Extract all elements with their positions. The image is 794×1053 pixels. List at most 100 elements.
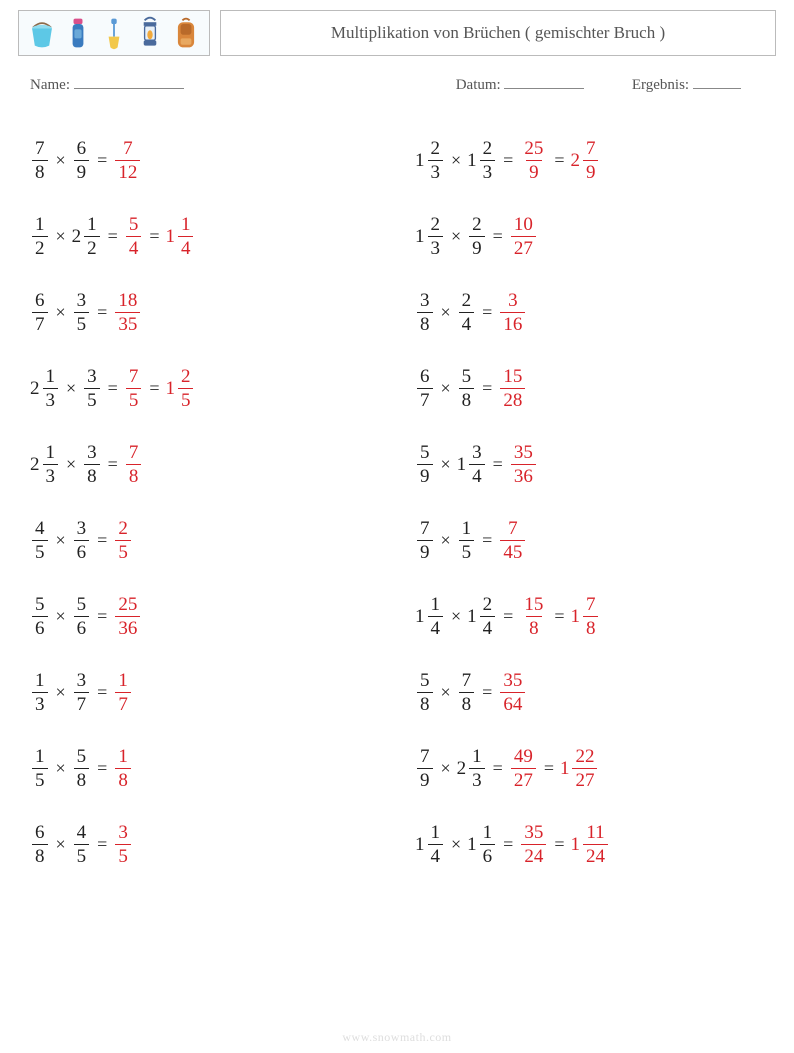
equals-sign: = xyxy=(482,302,492,323)
numerator: 25 xyxy=(115,595,140,616)
denominator: 9 xyxy=(417,464,433,486)
date-field: Datum: xyxy=(456,74,632,94)
denominator: 5 xyxy=(178,388,194,410)
denominator: 45 xyxy=(500,540,525,562)
numerator: 4 xyxy=(74,823,90,844)
numerator: 5 xyxy=(417,671,433,692)
numerator: 35 xyxy=(500,671,525,692)
denominator: 3 xyxy=(32,692,48,714)
fraction: 78 xyxy=(126,443,142,486)
whole-part: 1 xyxy=(467,607,477,626)
fraction: 56 xyxy=(32,595,48,638)
fraction: 54 xyxy=(126,215,142,258)
whole-part: 2 xyxy=(570,151,580,170)
numerator: 1 xyxy=(428,595,444,616)
numerator: 1 xyxy=(43,367,59,388)
equals-sign: = xyxy=(482,378,492,399)
backpack-icon xyxy=(171,15,201,51)
answer: 3564 xyxy=(498,671,527,714)
fraction: 78 xyxy=(32,139,48,182)
equals-sign: = xyxy=(108,454,118,475)
denominator: 8 xyxy=(526,616,542,638)
problem-row: 68×45=35 xyxy=(30,806,397,882)
denominator: 8 xyxy=(74,768,90,790)
denominator: 4 xyxy=(428,844,444,866)
numerator: 3 xyxy=(84,443,100,464)
denominator: 27 xyxy=(572,768,597,790)
watermark: www.snowmath.com xyxy=(0,1030,794,1045)
numerator: 22 xyxy=(572,747,597,768)
numerator: 3 xyxy=(74,291,90,312)
denominator: 8 xyxy=(32,160,48,182)
numerator: 3 xyxy=(505,291,521,312)
denominator: 8 xyxy=(417,692,433,714)
denominator: 5 xyxy=(32,540,48,562)
answer-mixed: 11124 xyxy=(570,823,610,866)
denominator: 9 xyxy=(74,160,90,182)
denominator: 3 xyxy=(43,388,59,410)
answer: 54 xyxy=(124,215,144,258)
answer: 1835 xyxy=(113,291,142,334)
numerator: 1 xyxy=(469,747,485,768)
fraction: 16 xyxy=(480,823,496,866)
times-operator: × xyxy=(441,758,451,779)
fraction: 712 xyxy=(115,139,140,182)
numerator: 3 xyxy=(74,519,90,540)
problem-row: 213×35=75=125 xyxy=(30,350,397,426)
times-operator: × xyxy=(441,302,451,323)
whole-part: 2 xyxy=(72,227,82,246)
numerator: 7 xyxy=(583,139,599,160)
denominator: 3 xyxy=(428,236,444,258)
numerator: 5 xyxy=(459,367,475,388)
numerator: 2 xyxy=(428,139,444,160)
denominator: 5 xyxy=(115,844,131,866)
fraction: 23 xyxy=(480,139,496,182)
equals-sign: = xyxy=(482,530,492,551)
problem-row: 56×56=2536 xyxy=(30,578,397,654)
denominator: 9 xyxy=(469,236,485,258)
denominator: 7 xyxy=(32,312,48,334)
fraction: 58 xyxy=(74,747,90,790)
denominator: 7 xyxy=(115,692,131,714)
equals-sign: = xyxy=(503,606,513,627)
numerator: 15 xyxy=(521,595,546,616)
denominator: 24 xyxy=(583,844,608,866)
times-operator: × xyxy=(56,530,66,551)
numerator: 3 xyxy=(417,291,433,312)
fraction: 25 xyxy=(115,519,131,562)
denominator: 36 xyxy=(115,616,140,638)
numerator: 3 xyxy=(74,671,90,692)
whole-part: 1 xyxy=(165,379,175,398)
whole-part: 1 xyxy=(165,227,175,246)
times-operator: × xyxy=(441,530,451,551)
times-operator: × xyxy=(56,150,66,171)
equals-sign: = xyxy=(108,226,118,247)
fraction: 17 xyxy=(115,671,131,714)
equals-sign: = xyxy=(97,606,107,627)
numerator: 2 xyxy=(459,291,475,312)
fraction: 1124 xyxy=(583,823,608,866)
equals-sign: = xyxy=(97,758,107,779)
lantern-icon xyxy=(135,15,165,51)
answer: 17 xyxy=(113,671,133,714)
numerator: 1 xyxy=(32,747,48,768)
problem-row: 67×58=1528 xyxy=(415,350,764,426)
fraction: 79 xyxy=(583,139,599,182)
answer: 745 xyxy=(498,519,527,562)
whole-part: 1 xyxy=(415,835,425,854)
fraction: 12 xyxy=(84,215,100,258)
whole-part: 2 xyxy=(30,455,40,474)
numerator: 1 xyxy=(178,215,194,236)
numerator: 7 xyxy=(126,443,142,464)
fraction: 36 xyxy=(74,519,90,562)
numerator: 5 xyxy=(417,443,433,464)
numerator: 11 xyxy=(583,823,607,844)
worksheet-title: Multiplikation von Brüchen ( gemischter … xyxy=(220,10,776,56)
fraction: 12 xyxy=(32,215,48,258)
denominator: 64 xyxy=(500,692,525,714)
times-operator: × xyxy=(66,454,76,475)
problem-row: 59×134=3536 xyxy=(415,426,764,502)
problem-row: 78×69=712 xyxy=(30,122,397,198)
answer-mixed: 125 xyxy=(165,367,195,410)
name-label: Name: xyxy=(30,77,70,93)
